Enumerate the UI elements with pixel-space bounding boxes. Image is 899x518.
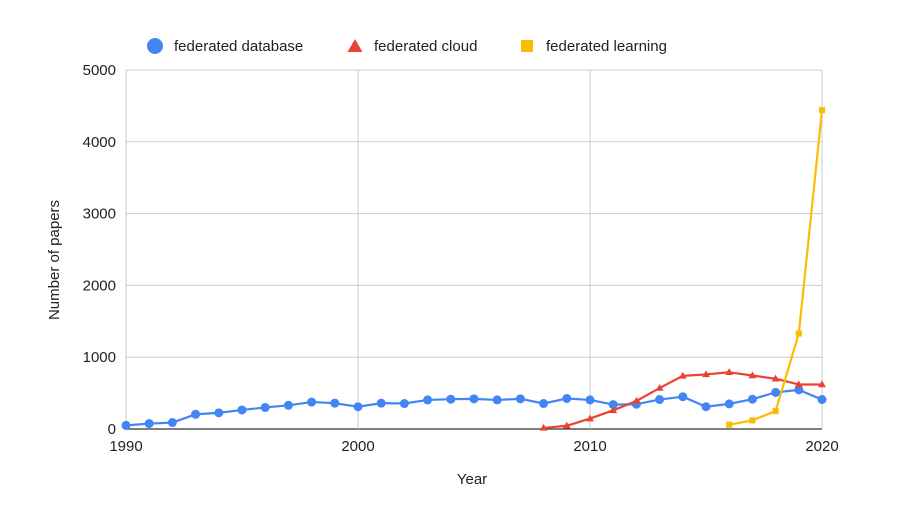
- data-point-federated-cloud: [539, 423, 548, 431]
- data-point-federated-learning: [749, 417, 756, 424]
- series-layer: [121, 107, 827, 431]
- legend-marker-federated-database: [147, 38, 163, 54]
- x-tick-label: 2000: [341, 438, 374, 455]
- data-point-federated-database: [283, 400, 293, 410]
- data-point-federated-database: [724, 399, 734, 409]
- legend: federated database federated cloud federat…: [147, 38, 667, 55]
- data-point-federated-database: [214, 408, 224, 418]
- y-tick-label: 1000: [83, 349, 116, 366]
- legend-item-federated-database: federated database: [147, 38, 303, 55]
- data-point-federated-cloud: [702, 370, 710, 378]
- data-point-federated-cloud: [678, 371, 687, 379]
- data-point-federated-database: [399, 399, 409, 409]
- legend-label-federated-learning: federated learning: [546, 38, 667, 55]
- data-point-federated-database: [376, 398, 386, 408]
- data-point-federated-learning: [726, 421, 733, 428]
- data-point-federated-database: [655, 395, 665, 405]
- data-point-federated-database: [794, 385, 804, 395]
- legend-item-federated-cloud: federated cloud: [347, 38, 477, 55]
- legend-label-federated-cloud: federated cloud: [374, 38, 477, 55]
- legend-label-federated-database: federated database: [174, 38, 303, 55]
- grid-layer: 0 1000 2000 3000 4000 5000 1990 2000 2010 2020: [83, 62, 839, 455]
- data-point-federated-database: [678, 392, 688, 402]
- data-point-federated-database: [585, 395, 595, 405]
- series-federated-learning: [726, 107, 826, 428]
- y-tick-label: 4000: [83, 134, 116, 151]
- data-point-federated-database: [515, 394, 525, 404]
- y-axis-title: Number of papers: [46, 200, 63, 320]
- data-point-federated-learning: [818, 107, 826, 114]
- y-tick-label: 0: [108, 421, 116, 438]
- data-point-federated-database: [260, 402, 270, 412]
- series-federated-database: [121, 385, 827, 430]
- data-point-federated-learning: [795, 330, 802, 337]
- data-point-federated-cloud: [794, 380, 803, 388]
- data-point-federated-cloud: [818, 380, 826, 388]
- legend-marker-federated-cloud: [347, 39, 363, 52]
- legend-item-federated-learning: federated learning: [521, 38, 667, 55]
- data-point-federated-database: [446, 394, 456, 404]
- data-point-federated-learning: [772, 407, 779, 415]
- series-federated-cloud: [539, 368, 826, 431]
- x-axis-title: Year: [457, 471, 487, 488]
- data-point-federated-database: [353, 402, 363, 412]
- data-point-federated-cloud: [562, 421, 571, 429]
- data-point-federated-database: [771, 387, 781, 397]
- data-point-federated-database: [492, 395, 502, 405]
- data-point-federated-cloud: [632, 396, 641, 404]
- legend-marker-federated-learning: [521, 40, 533, 52]
- data-point-federated-database: [191, 409, 201, 419]
- data-point-federated-database: [167, 418, 177, 428]
- data-point-federated-database: [817, 395, 827, 405]
- data-point-federated-database: [701, 402, 711, 412]
- axis-labels: Year Number of papers: [46, 200, 487, 488]
- data-point-federated-database: [121, 420, 131, 430]
- data-point-federated-database: [539, 399, 549, 409]
- data-point-federated-database: [608, 400, 618, 410]
- data-point-federated-database: [330, 398, 340, 408]
- data-point-federated-cloud: [586, 414, 594, 422]
- data-point-federated-database: [562, 393, 572, 403]
- data-point-federated-database: [307, 397, 317, 407]
- data-point-federated-cloud: [609, 406, 618, 414]
- data-point-federated-cloud: [725, 368, 734, 376]
- x-tick-label: 1990: [109, 438, 142, 455]
- y-tick-label: 3000: [83, 206, 116, 223]
- x-tick-label: 2020: [805, 438, 838, 455]
- data-point-federated-cloud: [655, 383, 664, 391]
- data-point-federated-cloud: [771, 374, 780, 382]
- x-tick-label: 2010: [573, 438, 606, 455]
- data-point-federated-database: [144, 419, 154, 429]
- data-point-federated-database: [747, 394, 757, 404]
- data-point-federated-database: [237, 405, 247, 415]
- y-tick-label: 5000: [83, 62, 116, 79]
- y-tick-label: 2000: [83, 277, 116, 294]
- data-point-federated-cloud: [748, 371, 757, 379]
- data-point-federated-database: [469, 394, 479, 404]
- data-point-federated-database: [423, 395, 433, 405]
